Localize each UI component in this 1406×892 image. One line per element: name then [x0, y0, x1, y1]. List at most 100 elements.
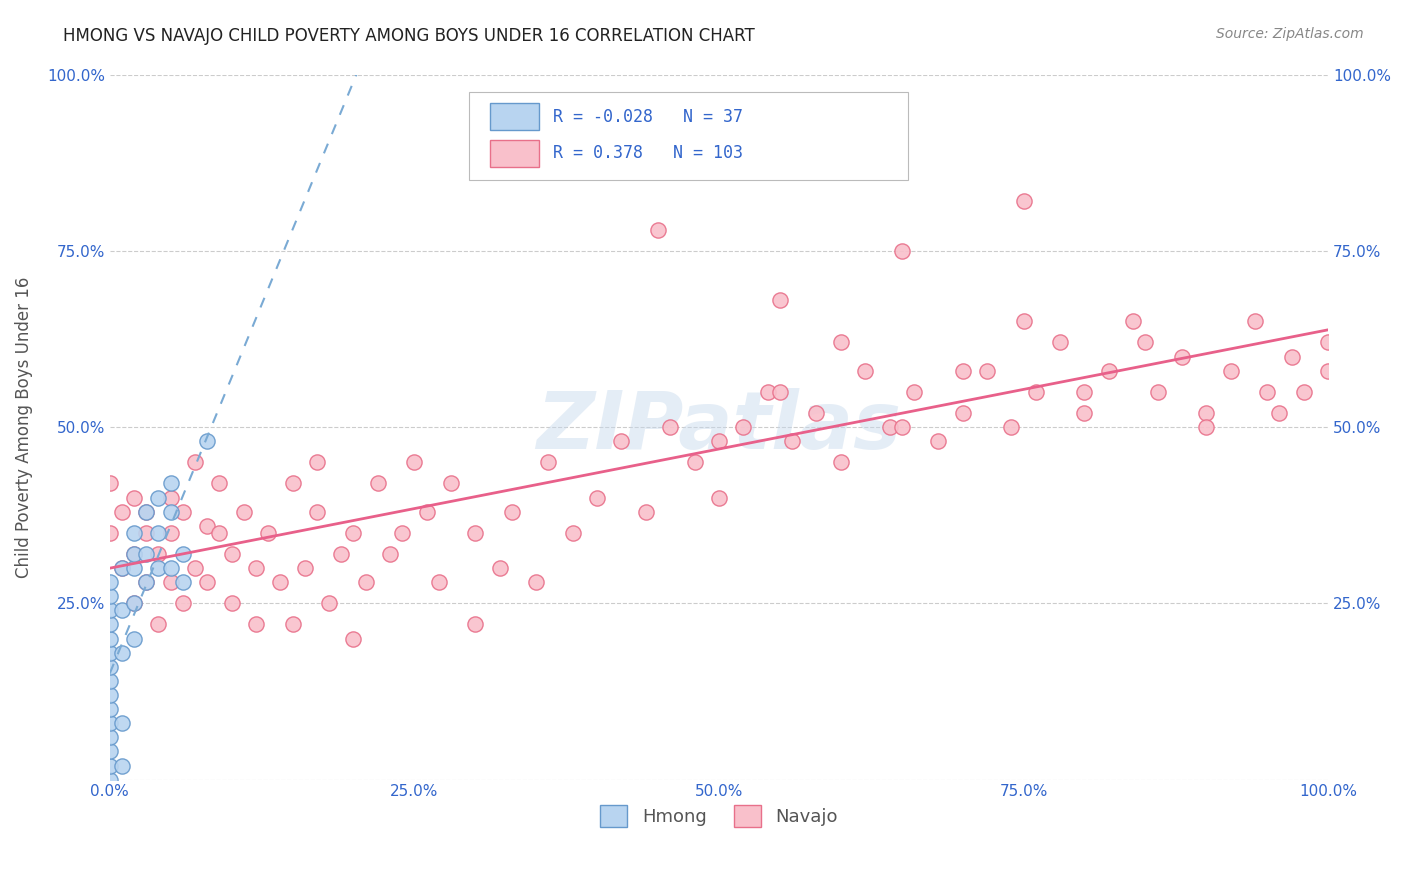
Point — [806, 406, 828, 420]
Point — [135, 575, 157, 590]
Point — [561, 525, 583, 540]
Point — [634, 505, 657, 519]
Point — [172, 575, 194, 590]
Point — [780, 434, 803, 449]
Point — [1012, 194, 1035, 209]
Point — [1000, 420, 1022, 434]
FancyBboxPatch shape — [470, 92, 908, 180]
Point — [1171, 350, 1194, 364]
Point — [464, 617, 486, 632]
Point — [148, 617, 170, 632]
Point — [1012, 314, 1035, 328]
Point — [391, 525, 413, 540]
Point — [1073, 384, 1095, 399]
Point — [1135, 335, 1157, 350]
Point — [135, 547, 157, 561]
Point — [148, 525, 170, 540]
Point — [135, 575, 157, 590]
Point — [98, 476, 121, 491]
Point — [1098, 364, 1121, 378]
Point — [159, 525, 181, 540]
Point — [122, 491, 145, 505]
FancyBboxPatch shape — [489, 103, 538, 130]
Point — [976, 364, 998, 378]
Point — [159, 561, 181, 575]
Point — [1195, 406, 1218, 420]
Point — [98, 525, 121, 540]
Point — [378, 547, 401, 561]
Point — [98, 646, 121, 660]
Point — [707, 491, 730, 505]
Point — [1195, 420, 1218, 434]
Point — [427, 575, 450, 590]
Text: Source: ZipAtlas.com: Source: ZipAtlas.com — [1216, 27, 1364, 41]
Point — [98, 716, 121, 731]
Point — [830, 455, 852, 469]
Text: R = 0.378   N = 103: R = 0.378 N = 103 — [553, 145, 744, 162]
Point — [184, 455, 207, 469]
Point — [1281, 350, 1303, 364]
Point — [354, 575, 377, 590]
Point — [122, 547, 145, 561]
Point — [952, 364, 974, 378]
Text: ZIPatlas: ZIPatlas — [537, 388, 901, 466]
Point — [232, 505, 254, 519]
Y-axis label: Child Poverty Among Boys Under 16: Child Poverty Among Boys Under 16 — [15, 277, 32, 578]
Point — [330, 547, 353, 561]
Point — [1256, 384, 1278, 399]
Point — [122, 596, 145, 610]
Point — [111, 758, 134, 772]
Point — [440, 476, 463, 491]
Point — [367, 476, 389, 491]
Point — [98, 688, 121, 702]
Point — [111, 561, 134, 575]
FancyBboxPatch shape — [489, 140, 538, 167]
Point — [1244, 314, 1267, 328]
Point — [98, 632, 121, 646]
Point — [159, 491, 181, 505]
Point — [647, 222, 669, 236]
Point — [879, 420, 901, 434]
Point — [830, 335, 852, 350]
Point — [537, 455, 560, 469]
Point — [122, 561, 145, 575]
Point — [853, 364, 876, 378]
Point — [111, 603, 134, 617]
Point — [927, 434, 949, 449]
Point — [890, 244, 912, 258]
Point — [159, 505, 181, 519]
Point — [148, 561, 170, 575]
Point — [1317, 364, 1340, 378]
Point — [1317, 335, 1340, 350]
Point — [245, 617, 267, 632]
Point — [98, 603, 121, 617]
Point — [342, 525, 364, 540]
Point — [98, 772, 121, 787]
Point — [318, 596, 340, 610]
Point — [184, 561, 207, 575]
Point — [195, 518, 218, 533]
Point — [1049, 335, 1071, 350]
Point — [1292, 384, 1315, 399]
Point — [122, 596, 145, 610]
Point — [952, 406, 974, 420]
Point — [122, 525, 145, 540]
Point — [756, 384, 779, 399]
Point — [208, 476, 231, 491]
Point — [122, 632, 145, 646]
Point — [464, 525, 486, 540]
Point — [1122, 314, 1144, 328]
Point — [98, 744, 121, 758]
Point — [281, 476, 304, 491]
Point — [159, 476, 181, 491]
Point — [159, 575, 181, 590]
Point — [195, 434, 218, 449]
Point — [1219, 364, 1241, 378]
Point — [172, 596, 194, 610]
Point — [148, 491, 170, 505]
Point — [135, 505, 157, 519]
Point — [501, 505, 523, 519]
Point — [111, 646, 134, 660]
Point — [98, 660, 121, 674]
Point — [135, 505, 157, 519]
